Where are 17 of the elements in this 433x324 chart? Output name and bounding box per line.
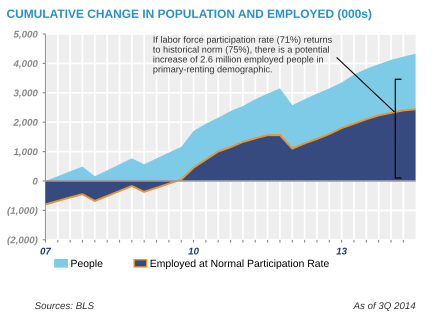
legend-label: People	[71, 259, 102, 270]
y-tick-label: (2,000)	[7, 236, 38, 246]
x-tick-label: 07	[40, 248, 52, 255]
x-tick-label: 10	[188, 248, 199, 255]
y-tick-label: 3,000	[14, 90, 38, 98]
y-tick-label: 0	[32, 178, 38, 185]
annotation: If labor force participation rate (71%) returns to historical norm (75%), there is a potential increase of 2.6 million employed people in primary-renting demographic.	[152, 36, 332, 74]
y-tick-label: (1,000)	[7, 206, 38, 216]
x-tick-label: 13	[336, 248, 347, 255]
source-note: Sources: BLS	[34, 302, 94, 310]
text: As of 3Q 2014	[353, 302, 416, 311]
y-tick-label: 1,000	[14, 148, 38, 157]
y-tick-label: 5,000	[14, 30, 38, 40]
y-tick-label: 2,000	[13, 118, 38, 128]
chart-title: CUMULATIVE CHANGE IN POPULATION AND EMPLOYED (000s)	[6, 9, 372, 20]
legend-label: Employed at Normal Participation Rate	[150, 259, 329, 270]
y-tick-label: 4,000	[13, 60, 38, 68]
